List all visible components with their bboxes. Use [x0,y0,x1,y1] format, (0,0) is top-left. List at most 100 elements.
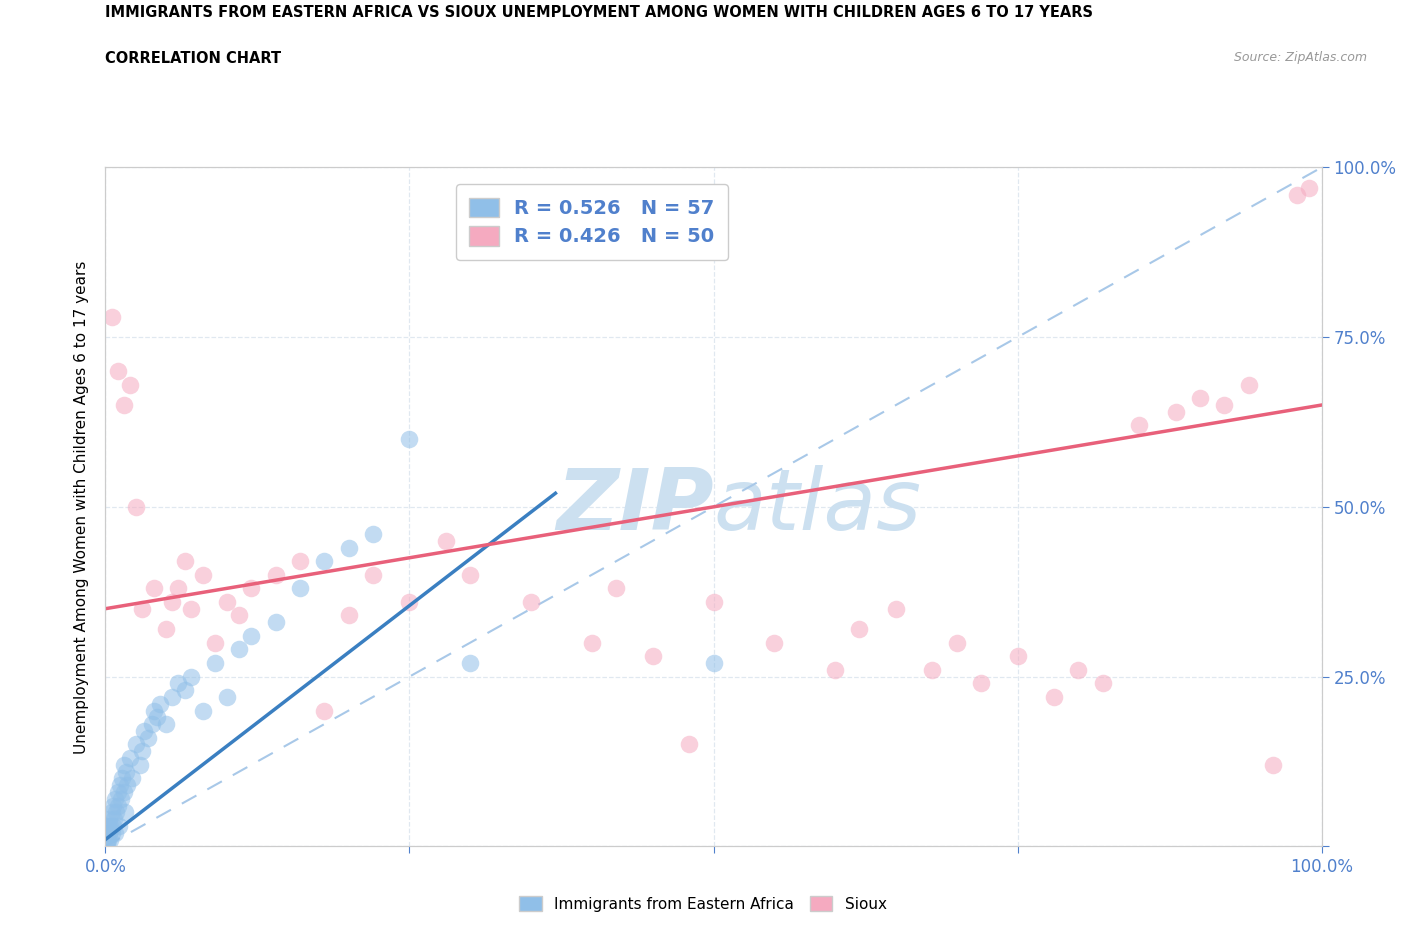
Point [107,785,129,800]
Point [173,683,195,698]
Point [100,805,122,820]
Point [115,764,138,779]
Point [458,567,481,582]
Point [112,398,135,413]
Point [1213,398,1236,413]
Point [398,594,420,609]
Point [288,553,311,568]
Point [1007,649,1029,664]
Point [117,777,139,792]
Point [104,825,127,840]
Point [131,744,153,759]
Point [1043,689,1066,704]
Point [702,656,725,671]
Point [96,832,118,847]
Point [180,670,202,684]
Point [98,812,121,827]
Point [314,703,336,718]
Legend: Immigrants from Eastern Africa, Sioux: Immigrants from Eastern Africa, Sioux [513,889,893,918]
Point [945,635,967,650]
Point [98,825,121,840]
Point [763,635,786,650]
Point [173,553,195,568]
Point [143,581,166,596]
Point [581,635,603,650]
Point [848,621,870,636]
Point [204,635,226,650]
Point [112,785,135,800]
Point [155,717,177,732]
Point [111,771,134,786]
Point [107,364,129,379]
Point [167,581,190,596]
Point [155,621,177,636]
Point [228,642,250,657]
Point [110,791,132,806]
Point [98,818,121,833]
Point [970,676,993,691]
Point [1164,405,1187,419]
Point [337,608,360,623]
Point [240,629,263,644]
Point [1189,391,1212,405]
Point [458,656,481,671]
Point [107,798,129,813]
Point [180,602,202,617]
Point [131,602,153,617]
Point [264,615,287,630]
Point [314,553,336,568]
Point [921,662,943,677]
Point [125,737,148,752]
Point [191,703,214,718]
Point [97,818,120,833]
Point [217,594,239,609]
Point [167,676,190,691]
Point [100,310,122,325]
Point [398,432,420,446]
Point [884,602,907,617]
Point [128,757,150,772]
Point [108,777,131,792]
Point [1128,418,1150,432]
Point [118,751,141,765]
Legend: R = 0.526   N = 57, R = 0.426   N = 50: R = 0.526 N = 57, R = 0.426 N = 50 [456,184,728,260]
Point [136,730,159,745]
Point [1286,187,1309,202]
Point [678,737,700,752]
Point [112,757,135,772]
Point [217,689,239,704]
Point [605,581,627,596]
Y-axis label: Unemployment Among Women with Children Ages 6 to 17 years: Unemployment Among Women with Children A… [75,260,90,753]
Point [141,717,163,732]
Point [145,710,167,724]
Point [1237,378,1260,392]
Point [228,608,250,623]
Point [98,832,121,847]
Point [204,656,226,671]
Point [1067,662,1090,677]
Point [100,825,122,840]
Point [125,499,148,514]
Point [1091,676,1114,691]
Point [434,534,457,549]
Point [1261,757,1284,772]
Point [1298,180,1320,195]
Point [104,791,127,806]
Point [520,594,543,609]
Point [101,798,124,813]
Point [118,378,141,392]
Point [114,805,136,820]
Point [134,724,156,738]
Point [162,689,184,704]
Text: CORRELATION CHART: CORRELATION CHART [105,51,281,66]
Text: atlas: atlas [713,465,921,549]
Point [191,567,214,582]
Point [121,771,143,786]
Point [702,594,725,609]
Point [240,581,263,596]
Point [824,662,846,677]
Text: ZIP: ZIP [555,465,713,549]
Point [96,835,118,850]
Point [108,818,131,833]
Point [103,812,125,827]
